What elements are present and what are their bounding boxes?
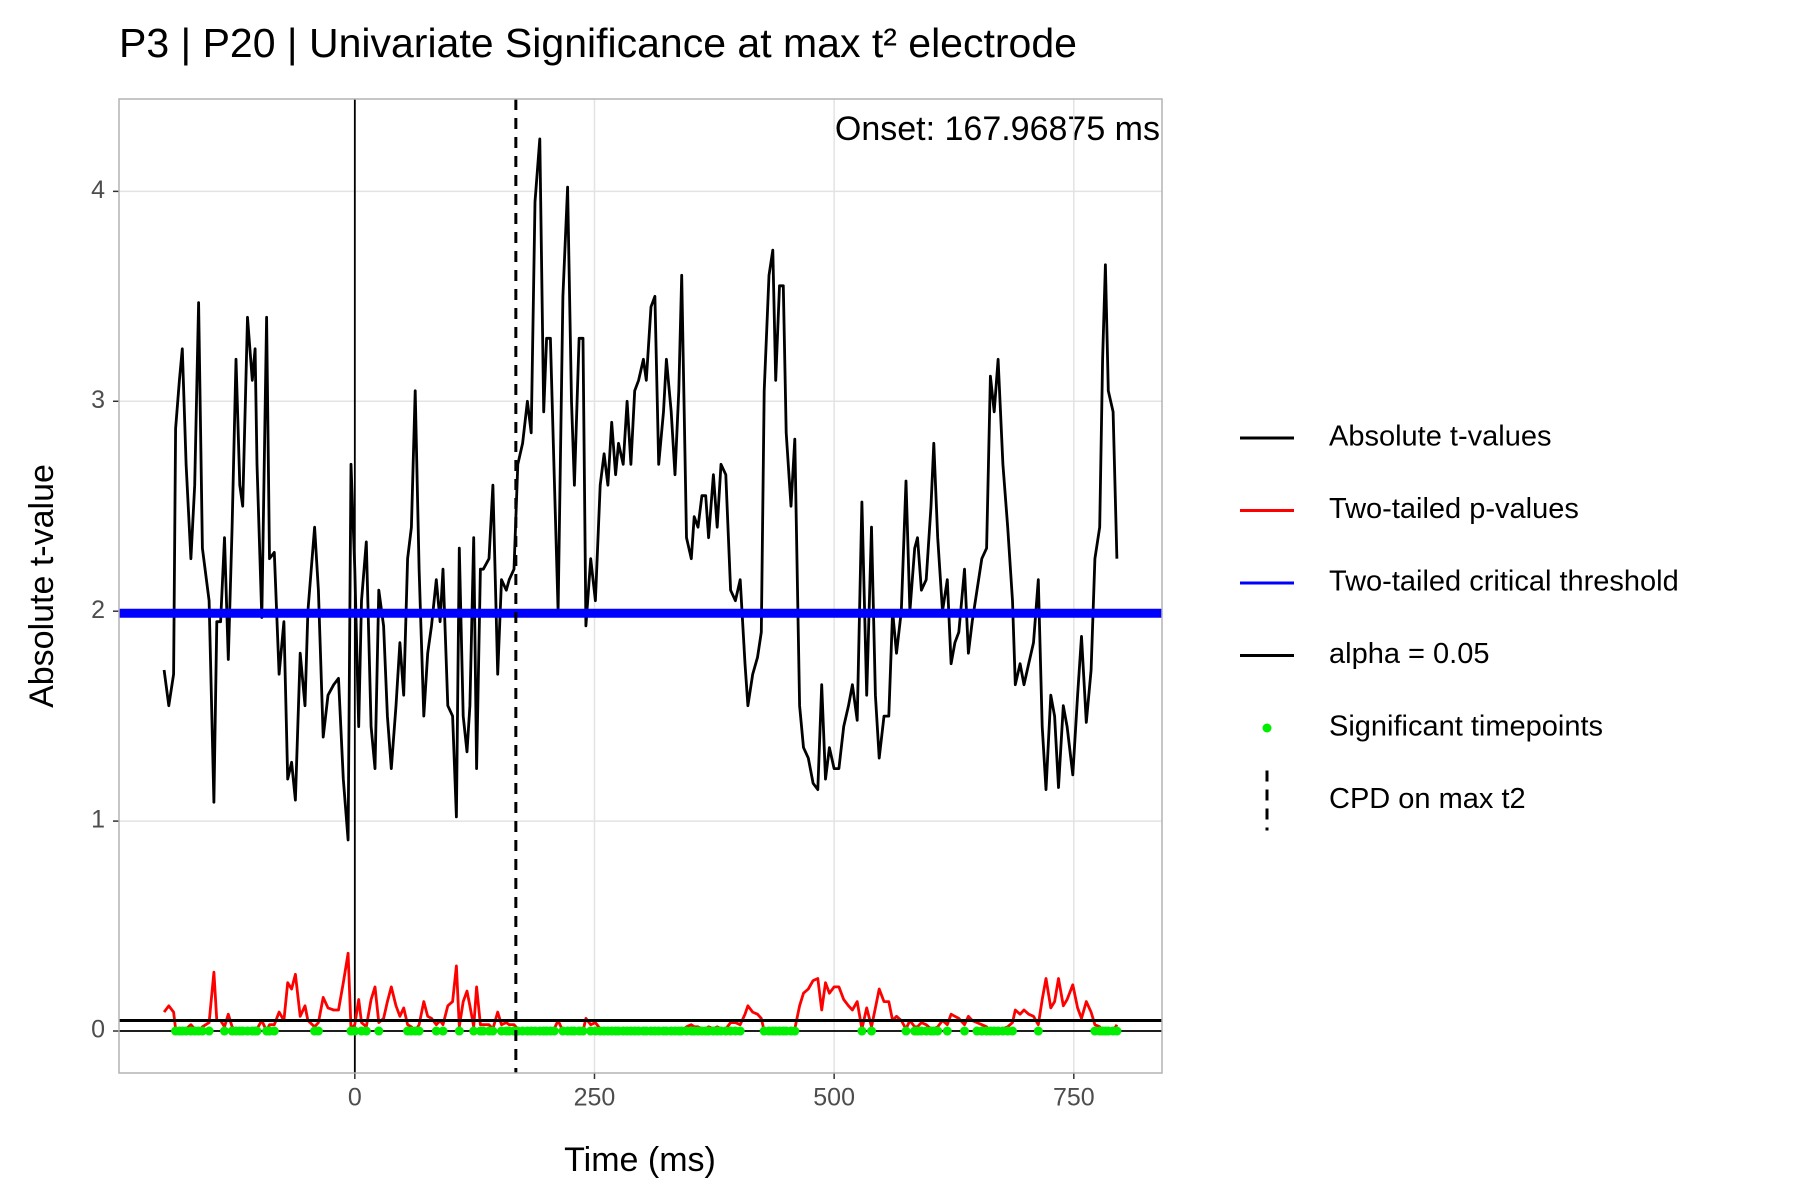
y-tick-label: 0: [91, 1016, 105, 1044]
y-axis-label: Absolute t-value: [23, 464, 61, 708]
x-tick-label: 250: [574, 1084, 616, 1112]
point: [867, 1026, 877, 1036]
point: [269, 1026, 279, 1036]
point: [1033, 1026, 1043, 1036]
annotation: Onset: 167.96875 ms: [835, 110, 1160, 148]
y-tick-label: 1: [91, 806, 105, 834]
legend-label: Two-tailed p-values: [1329, 493, 1579, 525]
point: [350, 1026, 360, 1036]
legend-key: [1262, 723, 1272, 733]
point: [361, 1026, 371, 1036]
point: [204, 1026, 214, 1036]
point: [469, 1026, 479, 1036]
legend-label: CPD on max t2: [1329, 783, 1526, 815]
point: [197, 1026, 207, 1036]
y-tick-label: 3: [91, 386, 105, 414]
x-tick-label: 500: [813, 1084, 855, 1112]
point: [942, 1026, 952, 1036]
legend-label: alpha = 0.05: [1329, 638, 1489, 670]
point: [252, 1026, 262, 1036]
point: [960, 1026, 970, 1036]
point: [1112, 1026, 1122, 1036]
point: [438, 1026, 448, 1036]
x-tick-label: 750: [1053, 1084, 1095, 1112]
point: [219, 1026, 229, 1036]
legend-label: Two-tailed critical threshold: [1329, 566, 1679, 598]
plot-border: [118, 98, 1163, 1074]
point: [454, 1026, 464, 1036]
point: [313, 1026, 323, 1036]
point: [374, 1026, 384, 1036]
chart-title: P3 | P20 | Univariate Significance at ma…: [119, 20, 1077, 66]
point: [414, 1026, 424, 1036]
point: [578, 1026, 588, 1036]
legend-label: Significant timepoints: [1329, 711, 1603, 743]
point: [901, 1026, 911, 1036]
y-tick-label: 4: [91, 176, 105, 204]
point: [933, 1026, 943, 1036]
legend-label: Absolute t-values: [1329, 421, 1551, 453]
y-tick-label: 2: [91, 596, 105, 624]
point: [431, 1026, 441, 1036]
point: [1007, 1026, 1017, 1036]
point: [549, 1026, 559, 1036]
x-axis-label: Time (ms): [564, 1141, 716, 1179]
point: [735, 1026, 745, 1036]
series-line: [162, 137, 1119, 842]
point: [488, 1026, 498, 1036]
point: [857, 1026, 867, 1036]
point: [790, 1026, 800, 1036]
x-tick-label: 0: [348, 1084, 362, 1112]
